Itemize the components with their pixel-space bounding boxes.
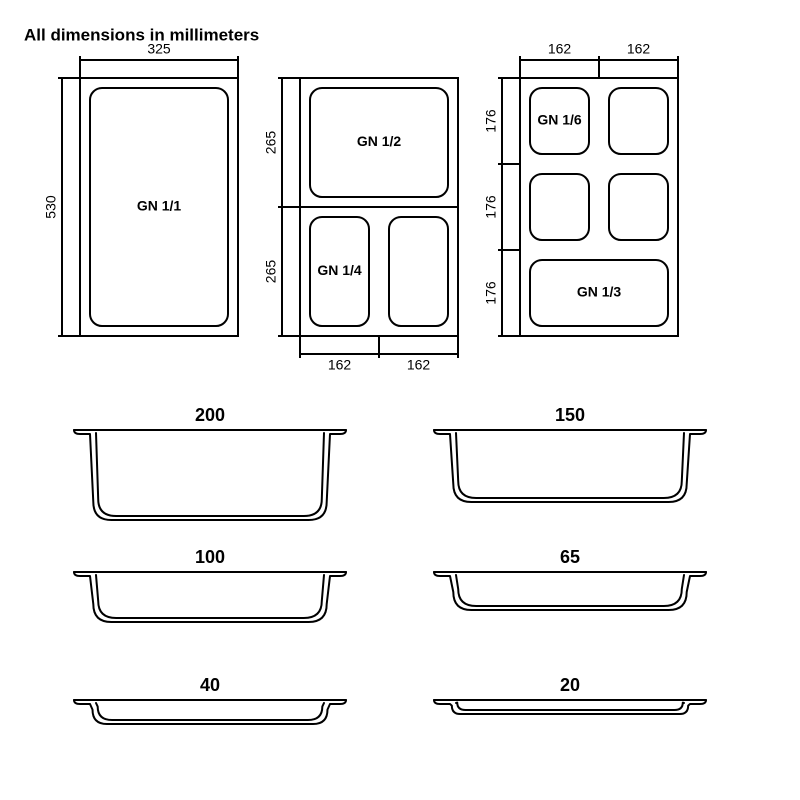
dim-label: 176 <box>483 281 499 305</box>
dim-label: 176 <box>483 195 499 219</box>
pan-inner <box>434 572 706 606</box>
pan-depth-20: 20 <box>434 675 706 714</box>
pan-inner <box>74 430 346 516</box>
pan-depth-150: 150 <box>434 405 706 502</box>
dim-label: 176 <box>483 109 499 133</box>
depth-label: 40 <box>200 675 220 695</box>
pan-outer <box>74 572 346 622</box>
pane-label: GN 1/4 <box>317 262 362 278</box>
gn-dimensions-diagram: All dimensions in millimeters GN 1/1 325 53… <box>0 0 800 800</box>
pan-depth-65: 65 <box>434 547 706 610</box>
dim-label: 530 <box>43 195 59 219</box>
pan-inner <box>434 700 706 710</box>
layout-3: GN 1/6 GN 1/3 162 162 176 176 176 <box>483 41 678 336</box>
pane-label: GN 1/2 <box>357 133 402 149</box>
depth-label: 100 <box>195 547 225 567</box>
depth-label: 150 <box>555 405 585 425</box>
dim-label: 162 <box>407 357 431 373</box>
pane-label: GN 1/3 <box>577 284 622 300</box>
dim-label: 162 <box>548 41 572 57</box>
depth-label: 20 <box>560 675 580 695</box>
layout-1: GN 1/1 325 530 <box>43 41 238 336</box>
pan-depth-200: 200 <box>74 405 346 520</box>
depth-label: 65 <box>560 547 580 567</box>
dim-label: 162 <box>627 41 651 57</box>
pan-inner <box>74 572 346 618</box>
pane <box>609 88 668 154</box>
pan-outer <box>434 572 706 610</box>
dim-label: 162 <box>328 357 352 373</box>
layout-2: GN 1/2 GN 1/4 162 162 265 265 <box>263 78 458 373</box>
dim-label: 325 <box>147 41 171 57</box>
pan-inner <box>74 700 346 720</box>
dim-label: 265 <box>263 131 279 155</box>
dim-label: 265 <box>263 260 279 284</box>
pan-inner <box>434 430 706 498</box>
pane-label: GN 1/6 <box>537 112 582 128</box>
pan-depth-100: 100 <box>74 547 346 622</box>
pan-outer <box>74 430 346 520</box>
page-title: All dimensions in millimeters <box>24 25 259 44</box>
depth-label: 200 <box>195 405 225 425</box>
pane <box>609 174 668 240</box>
pan-outer <box>434 430 706 502</box>
pane <box>530 174 589 240</box>
pan-depth-40: 40 <box>74 675 346 724</box>
pane <box>389 217 448 326</box>
pane-label: GN 1/1 <box>137 198 182 214</box>
pan-outer <box>434 700 706 714</box>
